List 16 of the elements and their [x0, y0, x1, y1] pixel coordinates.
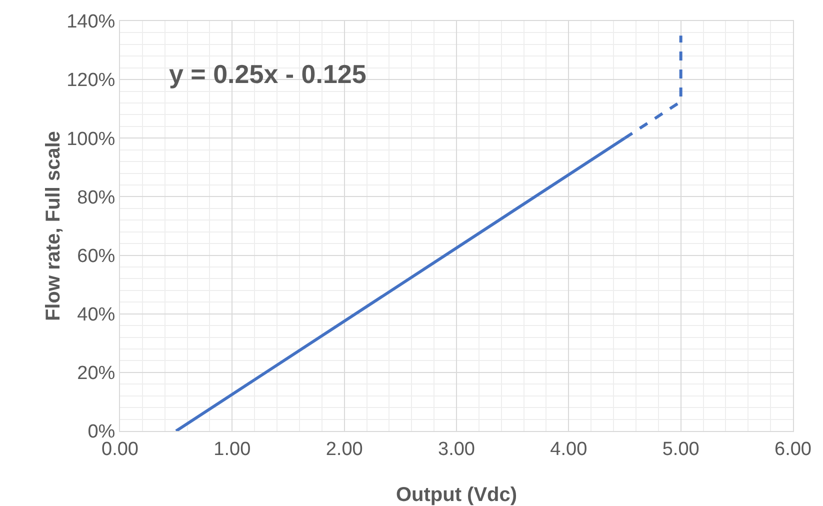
- x-tick-label: 4.00: [550, 438, 588, 460]
- y-axis-title: Flow rate, Full scale: [42, 130, 65, 322]
- y-tick-label: 100%: [66, 128, 116, 150]
- y-tick-label: 40%: [77, 304, 116, 326]
- x-tick-label: 6.00: [774, 438, 812, 460]
- x-tick-label: 5.00: [662, 438, 700, 460]
- y-tick-label: 140%: [66, 12, 116, 33]
- y-tick-label: 80%: [77, 187, 116, 208]
- annotation: y = 0.25x - 0.125: [169, 59, 366, 89]
- y-tick-label: 120%: [66, 70, 116, 92]
- y-tick-label: 60%: [77, 246, 116, 267]
- x-tick-label: 2.00: [326, 438, 363, 460]
- y-tick-label: 20%: [77, 363, 116, 384]
- x-tick-label: 3.00: [438, 438, 475, 460]
- x-tick-label: 1.00: [214, 438, 251, 460]
- x-axis-title: Output (Vdc): [396, 484, 518, 506]
